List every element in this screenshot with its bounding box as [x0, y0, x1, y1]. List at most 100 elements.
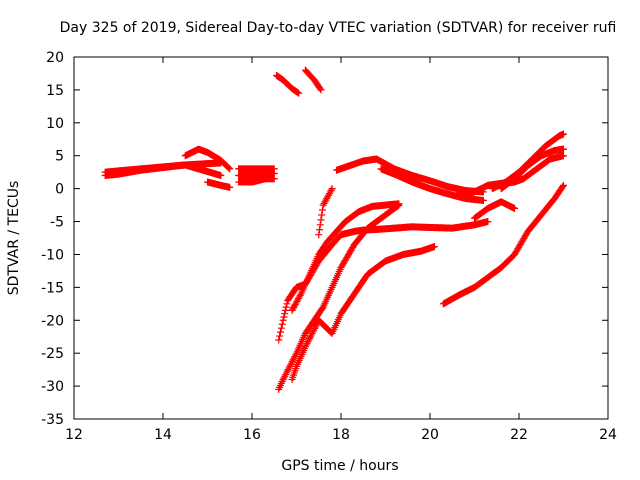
data-point — [292, 351, 300, 359]
data-point — [288, 357, 296, 365]
data-point — [395, 200, 403, 208]
data-point — [278, 320, 286, 328]
data-point — [288, 306, 296, 314]
x-tick-label: 20 — [421, 427, 439, 443]
data-point — [281, 310, 289, 318]
data-point — [309, 328, 317, 336]
series-arc-n — [439, 250, 519, 308]
data-point — [275, 336, 283, 344]
data-point — [295, 89, 303, 97]
data-point — [304, 338, 312, 346]
data-point — [311, 325, 319, 332]
data-point — [283, 367, 291, 375]
data-point — [311, 323, 319, 331]
data-point — [560, 181, 567, 189]
y-axis-label: SDTVAR / TECUs — [6, 181, 22, 296]
data-point — [305, 336, 313, 344]
x-axis-label: GPS time / hours — [281, 458, 398, 474]
data-point — [226, 165, 234, 173]
data-point — [318, 206, 326, 214]
series-arc-i — [288, 243, 438, 384]
data-point — [318, 211, 326, 219]
series-arc-j — [288, 200, 403, 314]
data-point — [317, 216, 325, 224]
data-point — [303, 339, 311, 347]
data-point — [317, 86, 325, 94]
y-tick-label: 0 — [55, 182, 64, 198]
y-tick-label: 15 — [46, 83, 64, 99]
data-point — [560, 130, 567, 138]
series-arc-r — [488, 130, 567, 193]
data-point — [296, 291, 304, 299]
x-tick-label: 18 — [332, 427, 350, 443]
data-point — [289, 356, 297, 364]
data-point — [295, 293, 303, 301]
data-point — [479, 196, 487, 204]
axis-ticks: 12 14 16 18 20 22 24 -35 -30 -25 -20 -15 -10 -5 0 5 10 15… — [41, 50, 617, 443]
data-point — [292, 299, 300, 307]
data-point — [290, 303, 298, 311]
data-point — [328, 185, 336, 193]
data-point — [281, 306, 289, 314]
data-point — [312, 321, 320, 329]
data-point — [289, 305, 297, 313]
data-point — [284, 366, 292, 374]
data-point — [306, 334, 314, 342]
series-arc-a2 — [101, 161, 225, 179]
y-tick-label: -20 — [41, 313, 64, 329]
data-point — [316, 85, 324, 93]
data-point — [226, 183, 234, 191]
series-arc-d2 — [235, 175, 278, 186]
data-point — [293, 297, 301, 305]
data-point — [282, 303, 290, 311]
data-point — [279, 316, 287, 324]
series-arc-s — [497, 145, 567, 193]
data-point — [294, 296, 302, 304]
x-tick-label: 14 — [154, 427, 172, 443]
y-tick-label: 20 — [46, 50, 64, 66]
data-point — [511, 204, 519, 212]
data-point — [287, 359, 295, 367]
data-point — [291, 300, 299, 308]
data-point — [290, 354, 298, 362]
data-point — [280, 313, 288, 321]
data-point — [282, 369, 290, 377]
data-point — [277, 324, 285, 332]
y-tick-label: 10 — [46, 116, 64, 132]
series-arc-d — [235, 165, 278, 173]
series-arc-c — [204, 178, 234, 191]
data-point — [270, 169, 278, 177]
y-tick-label: -15 — [41, 280, 64, 296]
data-point — [307, 331, 315, 339]
data-point — [280, 374, 288, 382]
series-arc-q — [453, 152, 567, 199]
series-arc-e — [272, 71, 303, 97]
series-arc-l — [333, 155, 487, 196]
data-point — [285, 364, 293, 372]
series-arc-f — [301, 66, 325, 94]
y-tick-label: -10 — [41, 247, 64, 263]
data-point — [560, 145, 567, 153]
data-point — [286, 362, 294, 370]
y-tick-label: -30 — [41, 379, 64, 395]
series-arc-o — [511, 181, 567, 258]
data-point — [301, 343, 309, 351]
data-point — [279, 376, 287, 384]
data-points — [101, 66, 567, 393]
x-tick-label: 22 — [510, 427, 528, 443]
data-point — [308, 329, 316, 337]
data-point — [315, 231, 323, 239]
data-point — [302, 341, 310, 349]
data-point — [281, 372, 289, 380]
chart-title: Day 325 of 2019, Sidereal Day-to-day VTE… — [60, 20, 617, 36]
data-point — [559, 183, 567, 191]
x-tick-label: 24 — [599, 427, 617, 443]
data-point — [316, 221, 324, 229]
series-arc-k — [315, 185, 336, 239]
data-point — [430, 243, 438, 251]
data-point — [291, 352, 299, 360]
y-tick-label: -5 — [50, 215, 64, 231]
data-point — [276, 328, 284, 336]
data-point — [295, 294, 303, 302]
